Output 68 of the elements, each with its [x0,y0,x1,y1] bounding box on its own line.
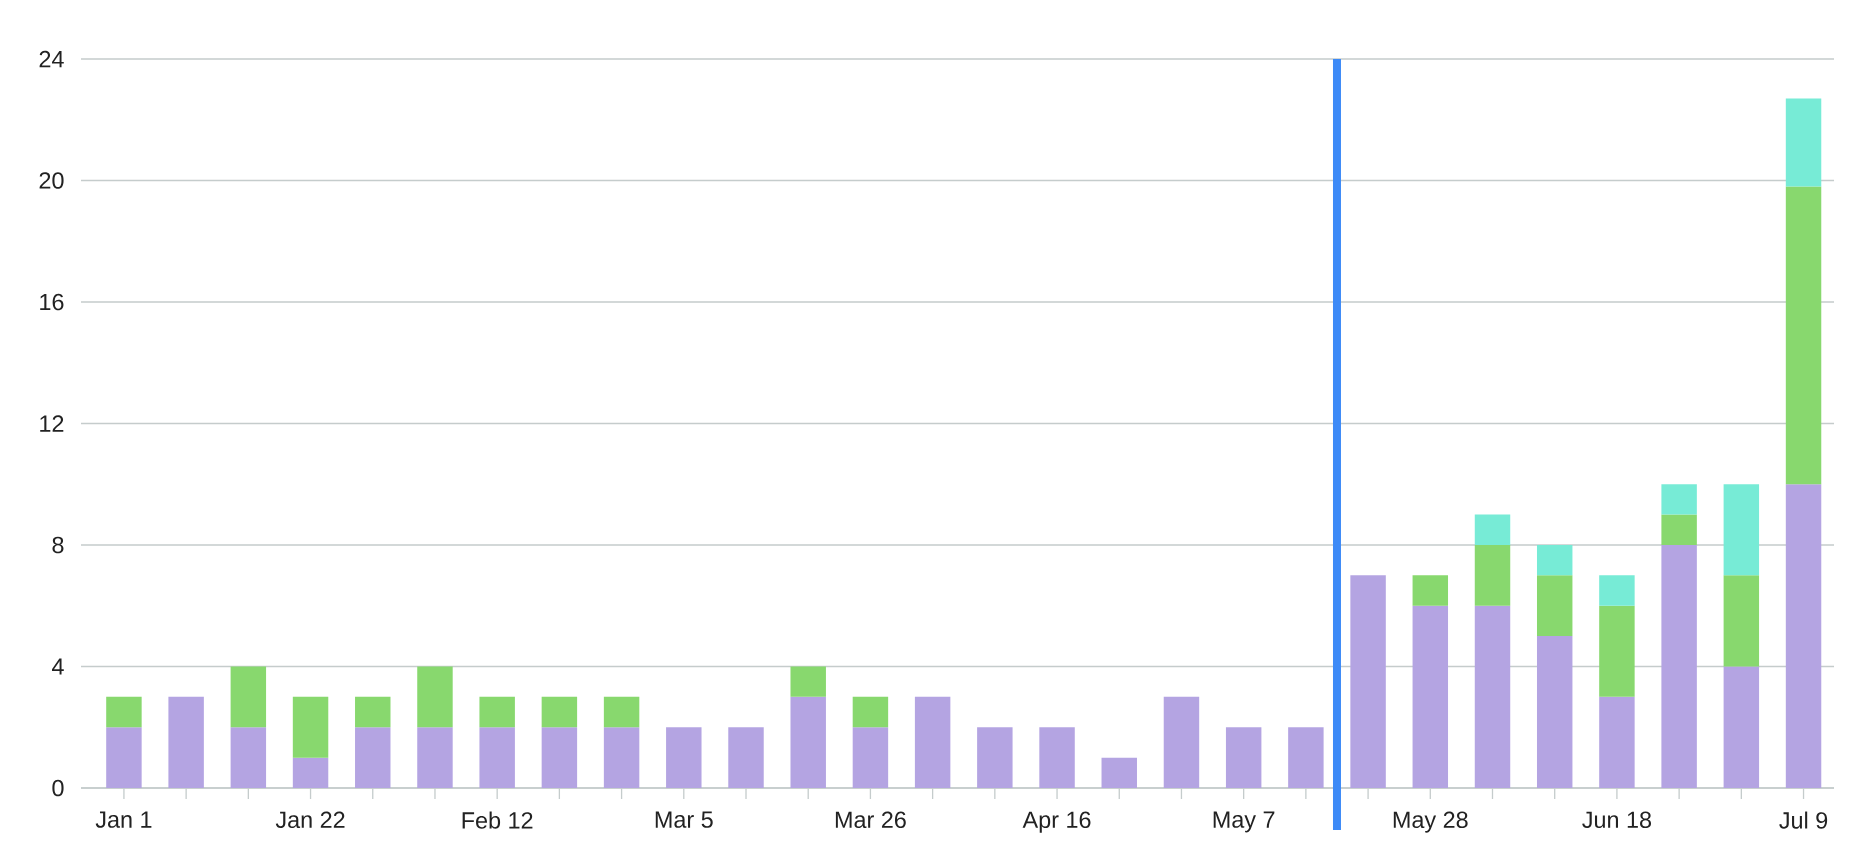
bar [292,757,329,788]
bar [1101,757,1137,788]
bar [603,696,640,728]
bar [355,727,391,788]
bar [977,727,1013,788]
bar [541,696,578,728]
x-tick-label: Feb 12 [462,811,533,829]
bar [355,696,391,728]
bar [106,727,142,788]
y-tick-label: 12 [40,415,64,432]
bar [790,666,826,697]
bar [1599,575,1635,606]
bar [1412,605,1449,788]
bar [1785,186,1822,485]
bar [603,727,640,788]
bar [1412,575,1449,606]
bar [1661,484,1697,515]
bar [1039,727,1075,788]
bar [914,696,951,788]
bar [417,666,453,728]
bar [168,696,204,788]
bar [728,727,764,788]
x-tick-label: Jul 9 [1779,811,1828,829]
bar [1599,696,1635,788]
bar [1785,484,1822,788]
x-tick-label: Apr 16 [1022,811,1091,833]
bar [1288,727,1324,788]
x-tick-label: Jan 1 [95,811,152,828]
x-tick-label: Mar 26 [835,811,906,829]
bar [1474,514,1511,545]
y-tick-label: 16 [40,293,64,311]
bar [852,727,889,788]
bar [666,727,702,788]
bar [1723,666,1760,788]
y-tick-label: 0 [52,779,64,797]
y-tick-label: 8 [52,536,64,554]
bar [852,696,889,728]
y-tick-label: 4 [51,658,64,675]
bar [1661,514,1697,545]
x-tick-label: May 28 [1393,811,1468,833]
bar [1723,575,1760,667]
bar [1599,605,1635,697]
y-tick-label: 24 [39,50,64,68]
bar [790,696,826,788]
y-tick-label: 20 [39,172,64,189]
bar [1536,575,1573,637]
bar [1350,575,1386,788]
x-tick-label: Jan 22 [275,811,345,829]
bar [1661,545,1697,788]
bar [1474,545,1511,606]
bar [541,727,578,788]
bar [230,727,267,788]
bar [292,696,329,758]
bar [479,696,515,728]
bar [106,696,142,728]
bar [230,666,267,728]
bar [1225,727,1262,788]
bar [1723,484,1760,576]
bar [1163,696,1200,788]
bar [1536,545,1573,576]
bar [1536,636,1573,788]
x-tick-label: Jun 18 [1582,811,1652,829]
x-tick-label: Mar 5 [655,811,713,828]
bar [1785,98,1822,187]
x-tick-label: May 7 [1213,811,1275,833]
bar [479,727,515,788]
bar [417,727,453,788]
bar [1474,605,1511,788]
